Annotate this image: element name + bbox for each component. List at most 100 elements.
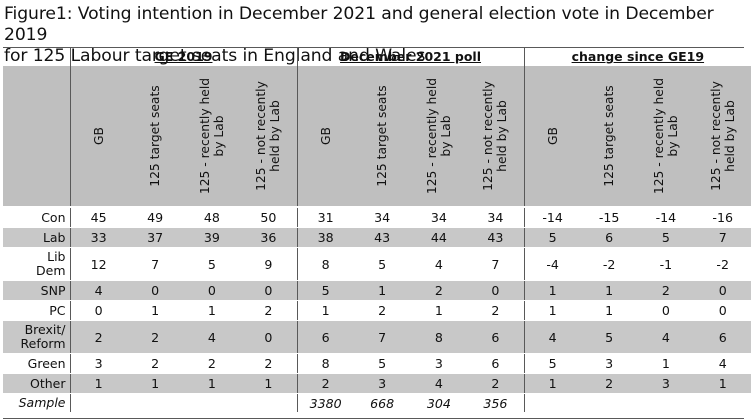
table-cell: 2 [126, 320, 184, 354]
column-header: 125 - recently held by Lab [183, 66, 241, 208]
figure-title: Figure1: Voting intention in December 20… [4, 4, 714, 66]
table-cell: 2 [126, 353, 184, 374]
table-cell: 31 [296, 207, 354, 228]
sample-cell: 3380 [296, 393, 354, 412]
row-label: Con [3, 207, 70, 228]
table-cell: 43 [467, 227, 525, 248]
column-header-label: 125 - not recently held by Lab [481, 81, 510, 191]
column-header-label: 125 - not recently held by Lab [254, 81, 283, 191]
table-cell: 6 [467, 353, 525, 374]
group-header-dec2021: December 2021 poll [296, 47, 525, 66]
sample-cell [638, 394, 695, 413]
column-header-label: 125 target seats [602, 85, 617, 187]
table-cell: 37 [126, 227, 184, 248]
table-cell: 7 [126, 247, 184, 281]
column-header: 125 - not recently held by Lab [694, 66, 752, 208]
table-cell: 3 [637, 373, 695, 394]
table-cell: 2 [410, 280, 468, 301]
column-header: 125 - not recently held by Lab [240, 66, 298, 208]
column-header: GB [523, 66, 581, 208]
table-row: Lab 33 37 39 36 38 43 44 43 5 6 5 7 [3, 227, 752, 248]
table-cell: 4 [410, 247, 468, 281]
table-cell: 0 [694, 280, 752, 301]
table-cell: 2 [183, 353, 241, 374]
table-row: Con 45 49 48 50 31 34 34 34 -14 -15 -14 -16 [3, 207, 752, 228]
table-cell: 3 [69, 353, 127, 374]
sample-cell [694, 394, 751, 413]
table-cell: 2 [467, 300, 525, 321]
table-cell: 5 [523, 227, 581, 248]
table-cell: 1 [353, 280, 411, 301]
corner-cell [3, 47, 70, 66]
row-label: SNP [3, 280, 70, 301]
table-cell: 1 [240, 373, 298, 394]
table-cell: 1 [126, 373, 184, 394]
table-cell: 3 [410, 353, 468, 374]
table-cell: 8 [296, 353, 354, 374]
table-cell: 44 [410, 227, 468, 248]
table-cell: 1 [296, 300, 354, 321]
column-header: GB [69, 66, 127, 208]
table-cell: 2 [240, 353, 298, 374]
table-cell: 2 [69, 320, 127, 354]
sample-cell: 668 [370, 395, 395, 411]
column-header: GB [296, 66, 354, 208]
table-cell: 1 [580, 300, 638, 321]
table-cell: 2 [353, 300, 411, 321]
table-cell: 0 [126, 280, 184, 301]
table-cell: 7 [694, 227, 752, 248]
table-cell: 5 [183, 247, 241, 281]
table-cell: 43 [353, 227, 411, 248]
table-cell: 0 [694, 300, 752, 321]
group-header-change: change since GE19 [523, 47, 752, 66]
row-label: Brexit/ Reform [3, 320, 70, 354]
sample-cell [523, 393, 581, 412]
table-cell: 7 [353, 320, 411, 354]
table-cell: 6 [580, 227, 638, 248]
column-header: 125 - recently held by Lab [637, 66, 695, 208]
table-cell: 48 [183, 207, 241, 228]
table-row: PC 0 1 1 2 1 2 1 2 1 1 0 0 [3, 300, 752, 321]
table-cell: 0 [240, 320, 298, 354]
table-cell: 4 [69, 280, 127, 301]
table-cell: 33 [69, 227, 127, 248]
table-cell: 1 [126, 300, 184, 321]
sample-cell [240, 394, 297, 413]
table-cell: 4 [183, 320, 241, 354]
column-header-label: GB [318, 127, 333, 145]
table-cell: -14 [523, 207, 581, 228]
table-cell: 1 [183, 373, 241, 394]
table-cell: 38 [296, 227, 354, 248]
table-row: SNP 4 0 0 0 5 1 2 0 1 1 2 0 [3, 280, 752, 301]
table-cell: 6 [467, 320, 525, 354]
table-cell: 2 [467, 373, 525, 394]
sample-cell [581, 394, 638, 413]
table-cell: 2 [240, 300, 298, 321]
table-cell: -16 [694, 207, 752, 228]
table-cell: 39 [183, 227, 241, 248]
table-cell: 3 [353, 373, 411, 394]
table-cell: -2 [580, 247, 638, 281]
table-cell: 1 [637, 353, 695, 374]
table-cell: 12 [69, 247, 127, 281]
table-cell: 1 [523, 373, 581, 394]
table-cell: 8 [296, 247, 354, 281]
table-cell: -15 [580, 207, 638, 228]
column-header-label: 125 - recently held by Lab [197, 77, 226, 195]
table-row: Lib Dem 12 7 5 9 8 5 4 7 -4 -2 -1 -2 [3, 247, 752, 281]
voting-table: GE 2019 December 2021 poll change since … [3, 47, 752, 413]
row-label: Lab [3, 227, 70, 248]
table-cell: 6 [694, 320, 752, 354]
table-cell: 5 [296, 280, 354, 301]
table-cell: 0 [183, 280, 241, 301]
row-label: Lib Dem [3, 247, 70, 281]
table-cell: 5 [637, 227, 695, 248]
sample-row: Sample 3380 668 304 356 [3, 393, 751, 413]
table-row: Brexit/ Reform 2 2 4 0 6 7 8 6 4 5 4 6 [3, 320, 752, 354]
table-cell: 34 [467, 207, 525, 228]
column-header: 125 target seats [353, 66, 411, 208]
table-cell: 2 [637, 280, 695, 301]
sample-cell: 356 [483, 395, 508, 411]
table-cell: 36 [240, 227, 298, 248]
column-header-label: 125 target seats [148, 85, 163, 187]
